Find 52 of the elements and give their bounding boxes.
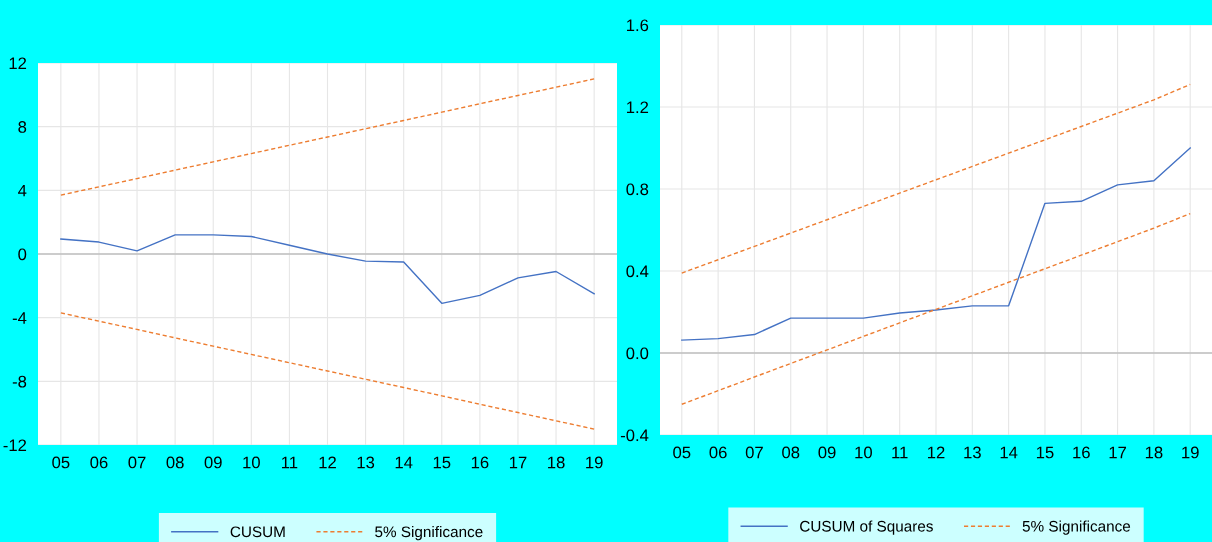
y-tick-label: -8 (12, 375, 27, 388)
x-tick-label: 07 (745, 446, 763, 459)
line-series (60, 234, 595, 305)
x-tick-label: 09 (818, 446, 836, 459)
x-tick-label: 15 (433, 456, 451, 469)
y-tick-label: -0.4 (620, 429, 649, 442)
x-tick-label: 06 (90, 456, 108, 469)
line-series (60, 312, 595, 430)
line-series (60, 78, 595, 196)
x-tick-label: 10 (243, 456, 260, 469)
x-tick-label: 08 (782, 446, 800, 459)
x-tick-label: 05 (52, 456, 70, 469)
y-tick-label: 12 (9, 57, 27, 70)
x-tick-label: 18 (548, 456, 565, 469)
x-tick-label: 16 (471, 456, 489, 469)
y-tick-label: 0 (18, 248, 27, 261)
legend-label: CUSUM of Squares (800, 520, 933, 535)
x-tick-label: 18 (1145, 446, 1163, 459)
x-tick-label: 05 (673, 446, 691, 459)
x-tick-label: 07 (128, 456, 146, 469)
y-tick-label: 4 (18, 184, 27, 197)
legend-label: CUSUM (230, 526, 285, 538)
y-tick-label: 1.6 (626, 19, 649, 32)
x-tick-label: 11 (282, 456, 298, 469)
x-tick-label: 09 (204, 456, 222, 469)
x-tick-label: 17 (1109, 446, 1127, 459)
y-tick-label: 8 (18, 121, 27, 133)
line-series (681, 212, 1191, 405)
x-tick-label: 08 (166, 456, 184, 469)
y-tick-label: 0.4 (626, 265, 649, 278)
x-tick-label: 19 (1182, 446, 1199, 459)
x-tick-label: 17 (509, 456, 527, 469)
y-tick-label: -4 (12, 312, 27, 324)
x-tick-label: 10 (855, 446, 872, 459)
x-tick-label: 15 (1036, 446, 1054, 459)
x-tick-label: 12 (319, 456, 336, 469)
legend-label: 5% Significance (375, 525, 483, 541)
x-tick-label: 13 (357, 456, 375, 469)
x-tick-label: 14 (1000, 446, 1018, 459)
x-tick-label: 16 (1073, 446, 1090, 459)
legend-label: 5% Significance (1022, 520, 1131, 535)
x-tick-label: 12 (928, 446, 945, 459)
x-tick-label: 11 (892, 446, 908, 459)
x-tick-label: 06 (709, 446, 727, 459)
y-tick-label: 0.8 (626, 183, 649, 196)
y-tick-label: 1.2 (626, 101, 649, 114)
x-tick-label: 13 (964, 446, 981, 459)
line-series (681, 147, 1191, 341)
x-tick-label: 19 (586, 456, 603, 469)
y-tick-label: 0.0 (626, 347, 649, 360)
x-tick-label: 14 (395, 456, 413, 469)
y-tick-label: -12 (3, 439, 27, 452)
